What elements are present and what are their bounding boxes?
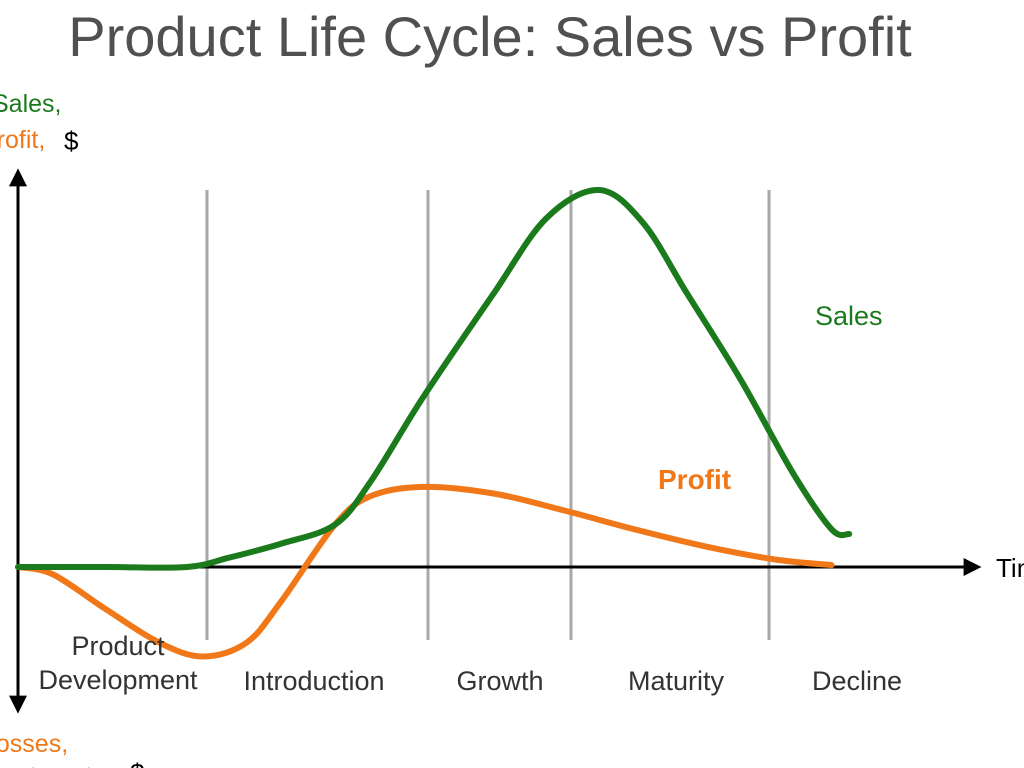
stage-label-product-development: Product Development: [38, 631, 198, 695]
ylabel-top-sales: Sales,: [0, 90, 61, 118]
x-axis-label: Time: [996, 553, 1024, 583]
ylabel-bottom-investment: Investment,: [0, 762, 99, 768]
sales-line: [15, 187, 853, 571]
ylabel-top-unit: $: [64, 126, 79, 156]
axes: [9, 168, 982, 714]
series-label-profit: Profit: [658, 464, 731, 495]
chart-labels: Sales Profit Sales, Profit, $ Losses, Investme…: [0, 90, 1024, 768]
stage-dividers: [205, 190, 771, 640]
series-lines: [15, 187, 853, 660]
ylabel-bottom-losses: Losses,: [0, 730, 68, 758]
series-label-sales: Sales: [815, 301, 883, 331]
stage-label-growth: Growth: [456, 666, 543, 696]
ylabel-top-profit: Profit,: [0, 126, 45, 154]
stage-label-introduction: Introduction: [243, 666, 384, 696]
stage-label-product-development-line1: Product: [71, 631, 165, 661]
stage-label-decline: Decline: [812, 666, 902, 696]
stage-label-product-development-line2: Development: [38, 665, 198, 695]
stage-label-maturity: Maturity: [628, 666, 725, 696]
chart-title: Product Life Cycle: Sales vs Profit: [68, 5, 912, 68]
ylabel-bottom-unit: $: [130, 758, 145, 768]
